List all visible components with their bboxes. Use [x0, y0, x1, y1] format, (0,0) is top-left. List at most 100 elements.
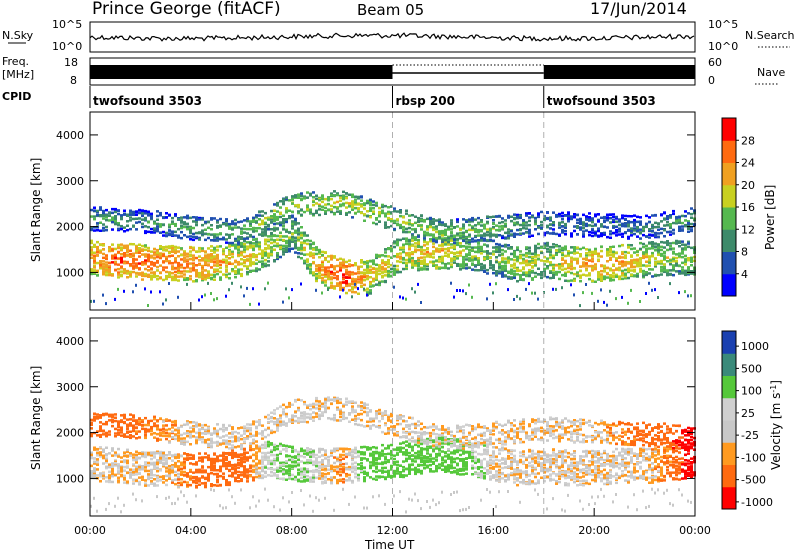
- power-cell: [129, 219, 132, 222]
- power-cell: [675, 216, 678, 219]
- power-cell: [621, 262, 624, 265]
- power-cell: [555, 253, 558, 256]
- power-cell: [183, 260, 186, 263]
- power-cell: [108, 261, 111, 265]
- power-cell: [117, 257, 120, 260]
- power-cell: [186, 252, 189, 256]
- power-cell: [525, 251, 528, 255]
- power-cell: [207, 236, 210, 240]
- power-cell: [690, 294, 692, 298]
- vel-cell: [159, 475, 162, 479]
- power-cell: [393, 210, 396, 213]
- power-cell: [144, 287, 146, 291]
- vel-cell: [141, 475, 144, 479]
- power-cell: [216, 221, 219, 224]
- power-cell: [651, 214, 654, 217]
- power-cell: [312, 191, 315, 194]
- power-cell: [285, 244, 288, 248]
- power-cell: [237, 226, 240, 229]
- power-cell: [156, 265, 159, 269]
- power-cell: [252, 220, 255, 223]
- power-cell: [495, 224, 498, 227]
- vel-cell: [159, 459, 162, 463]
- vel-cell: [90, 432, 93, 436]
- power-cell: [615, 228, 618, 232]
- power-cell: [216, 297, 218, 301]
- power-cell: [621, 256, 624, 259]
- power-cell: [624, 225, 627, 228]
- power-cell: [123, 244, 126, 248]
- power-cell: [300, 241, 303, 244]
- power-cell: [621, 250, 624, 254]
- power-cell: [228, 233, 231, 237]
- power-cell: [351, 286, 354, 289]
- power-cell: [93, 209, 96, 212]
- power-cell: [453, 241, 456, 245]
- power-cell: [324, 203, 327, 206]
- vel-cell: [105, 466, 108, 470]
- vel-cell: [144, 484, 147, 487]
- vel-cell: [159, 479, 162, 482]
- power-cell: [438, 250, 441, 253]
- power-cell: [417, 238, 420, 242]
- power-cell: [615, 215, 618, 219]
- power-cell: [291, 232, 294, 236]
- vel-cell: [129, 452, 132, 455]
- power-cell: [165, 245, 168, 249]
- power-cell: [309, 263, 312, 267]
- power-cell: [276, 255, 279, 259]
- power-cell: [567, 270, 570, 274]
- power-cell: [90, 215, 93, 218]
- power-cell: [105, 264, 108, 267]
- vel-cell: [165, 483, 168, 487]
- power-cell: [612, 263, 615, 267]
- power-cell: [351, 205, 354, 209]
- power-cell: [609, 269, 612, 272]
- power-cell: [657, 225, 660, 228]
- power-cell: [102, 229, 105, 232]
- power-cell: [297, 211, 300, 215]
- power-cell: [225, 259, 228, 262]
- power-cell: [663, 250, 666, 254]
- power-cell: [294, 241, 297, 245]
- power-cell: [138, 211, 141, 215]
- power-cell: [141, 249, 144, 252]
- power-cell: [603, 215, 606, 219]
- vel-cell: [156, 426, 159, 429]
- power-cell: [642, 233, 645, 237]
- power-cell: [504, 264, 507, 268]
- power-cell: [390, 274, 393, 278]
- power-cell: [144, 248, 147, 252]
- power-cell: [381, 259, 384, 262]
- power-cell: [681, 268, 684, 272]
- power-cell: [198, 271, 201, 275]
- power-cell: [102, 214, 105, 218]
- power-cell: [120, 214, 123, 217]
- vel-cell: [108, 480, 111, 484]
- vel-cell: [126, 427, 129, 431]
- vel-cell: [135, 479, 138, 482]
- power-cell: [300, 282, 302, 286]
- vel-cell: [114, 416, 117, 419]
- power-cell: [486, 215, 489, 218]
- power-cell: [195, 273, 198, 277]
- power-cell: [438, 260, 441, 263]
- power-cell: [105, 273, 108, 277]
- vel-cell: [165, 465, 168, 469]
- power-cell: [351, 282, 354, 286]
- power-cell: [612, 269, 615, 272]
- power-cell: [528, 223, 531, 227]
- power-cell: [591, 264, 594, 268]
- power-cell: [156, 214, 159, 218]
- power-cell: [102, 252, 105, 256]
- power-cell: [639, 237, 642, 240]
- power-cell: [438, 255, 441, 259]
- power-cell: [648, 261, 651, 264]
- power-cell: [594, 230, 597, 234]
- power-cell: [384, 269, 387, 272]
- colorbar-tick-label: 4: [741, 268, 748, 281]
- power-cell: [375, 201, 378, 205]
- power-cell: [462, 237, 465, 240]
- power-cell: [195, 250, 198, 253]
- power-cell: [267, 238, 270, 242]
